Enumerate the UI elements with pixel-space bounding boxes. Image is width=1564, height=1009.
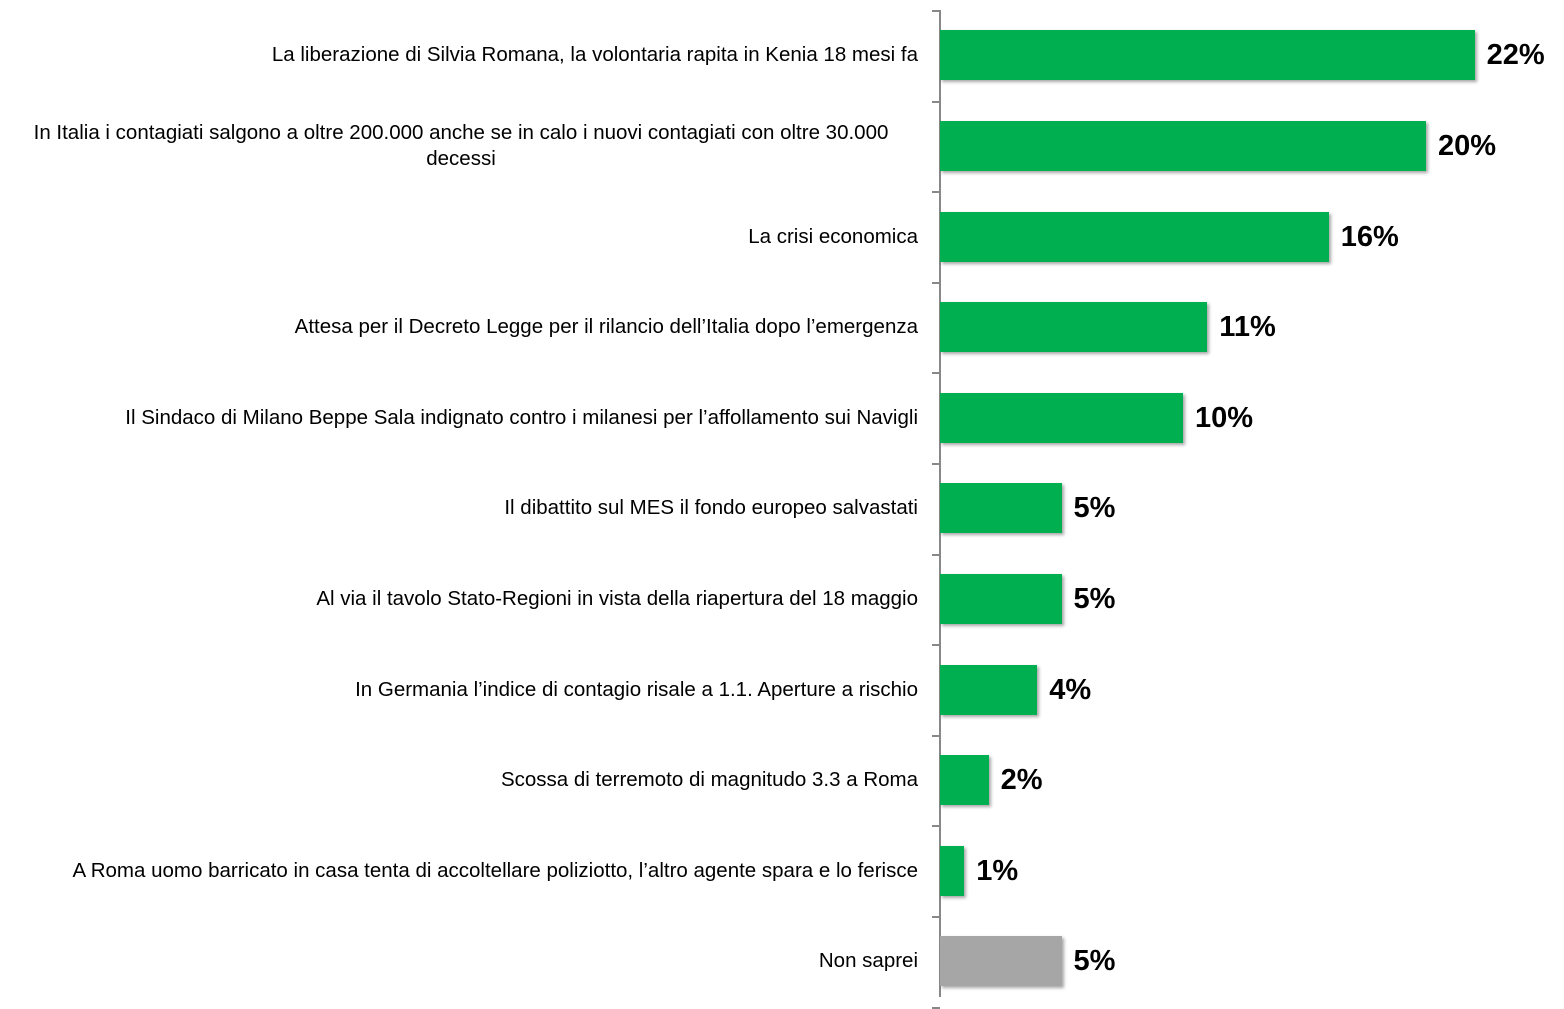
category-label-row: A Roma uomo barricato in casa tenta di a…: [4, 841, 918, 901]
category-label: La liberazione di Silvia Romana, la volo…: [271, 43, 918, 67]
value-label: 10%: [1195, 401, 1254, 434]
value-label: 20%: [1438, 129, 1497, 162]
bar: [940, 120, 1426, 171]
category-label: Al via il tavolo Stato-Regioni in vista …: [316, 586, 918, 610]
category-separator: [932, 191, 940, 194]
value-label: 2%: [1000, 764, 1043, 797]
bar: [940, 845, 965, 896]
bar: [940, 392, 1183, 443]
value-label: 11%: [1219, 311, 1276, 344]
value-label: 5%: [1073, 582, 1116, 615]
category-label-row: Il Sindaco di Milano Beppe Sala indignat…: [4, 388, 918, 448]
category-label-row: Al via il tavolo Stato-Regioni in vista …: [4, 569, 918, 629]
category-separator: [932, 916, 940, 918]
category-separator: [932, 10, 940, 12]
category-label-row: La liberazione di Silvia Romana, la volo…: [4, 25, 918, 85]
bar: [940, 30, 1475, 81]
category-label-row: In Germania l’indice di contagio risale …: [4, 660, 918, 720]
bar: [940, 573, 1062, 624]
category-label-row: Attesa per il Decreto Legge per il rilan…: [4, 297, 918, 357]
category-label: A Roma uomo barricato in casa tenta di a…: [72, 858, 918, 882]
category-label: Scossa di terremoto di magnitudo 3.3 a R…: [500, 768, 918, 792]
bar: [940, 664, 1038, 715]
category-label: La crisi economica: [748, 224, 918, 248]
category-separator: [932, 553, 940, 556]
value-label: 5%: [1073, 945, 1116, 978]
category-label-row: Scossa di terremoto di magnitudo 3.3 a R…: [4, 750, 918, 810]
category-label: In Italia i contagiati salgono a oltre 2…: [33, 120, 889, 170]
bar: [940, 302, 1208, 353]
category-label-row: Non saprei: [4, 931, 918, 991]
value-label: 22%: [1486, 39, 1545, 72]
category-label-row: Il dibattito sul MES il fondo europeo sa…: [4, 478, 918, 538]
value-label: 4%: [1049, 673, 1092, 706]
category-label: Il dibattito sul MES il fondo europeo sa…: [504, 496, 918, 520]
value-label: 16%: [1340, 220, 1399, 253]
category-separator: [932, 825, 940, 828]
category-separator: [932, 372, 940, 375]
bar: [940, 483, 1062, 534]
value-label: 1%: [976, 854, 1019, 887]
category-label: Il Sindaco di Milano Beppe Sala indignat…: [125, 405, 918, 429]
bar: [940, 936, 1062, 987]
category-separator: [932, 1006, 940, 1009]
category-label: Non saprei: [818, 949, 918, 973]
category-separator: [932, 734, 940, 737]
bar: [940, 755, 989, 806]
category-separator: [932, 644, 940, 647]
category-label-row: In Italia i contagiati salgono a oltre 2…: [4, 116, 918, 176]
category-separator: [932, 100, 940, 103]
category-label: Attesa per il Decreto Legge per il rilan…: [294, 315, 918, 339]
category-label-row: La crisi economica: [4, 207, 918, 267]
category-separator: [932, 463, 940, 465]
category-separator: [932, 281, 940, 284]
category-label: In Germania l’indice di contagio risale …: [355, 677, 918, 701]
value-label: 5%: [1073, 492, 1116, 525]
bar: [940, 211, 1329, 262]
